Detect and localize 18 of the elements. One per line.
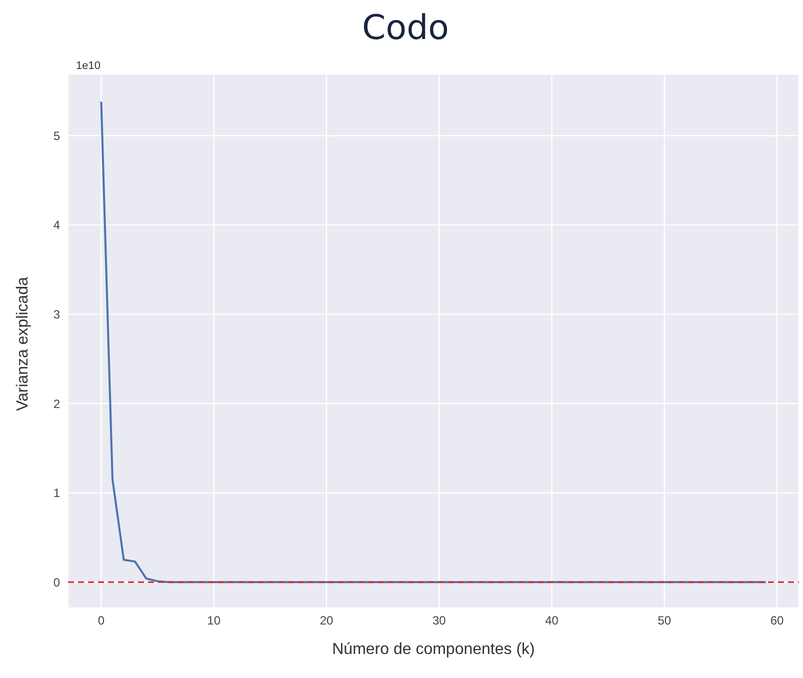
- x-tick-label: 60: [770, 614, 784, 628]
- y-tick-label: 2: [53, 396, 60, 411]
- x-tick-label: 10: [207, 614, 221, 628]
- x-tick-label: 50: [658, 614, 672, 628]
- x-tick-label: 40: [545, 614, 559, 628]
- x-tick-label: 30: [432, 614, 446, 628]
- y-tick-label: 4: [53, 218, 60, 232]
- y-axis-title: Varianza explicada: [14, 276, 32, 411]
- y-tick-label: 1: [53, 486, 60, 500]
- x-tick-label: 0: [98, 614, 105, 628]
- chart-title: Codo: [361, 8, 450, 50]
- y-tick-label: 3: [53, 307, 60, 322]
- line-series: [100, 100, 767, 584]
- y-tick-label: 0: [53, 575, 60, 590]
- text: 1e10: [76, 60, 100, 72]
- y-tick-label: 5: [53, 128, 60, 143]
- x-axis-title: Número de componentes (k): [332, 641, 535, 658]
- x-tick-label: 20: [320, 614, 334, 628]
